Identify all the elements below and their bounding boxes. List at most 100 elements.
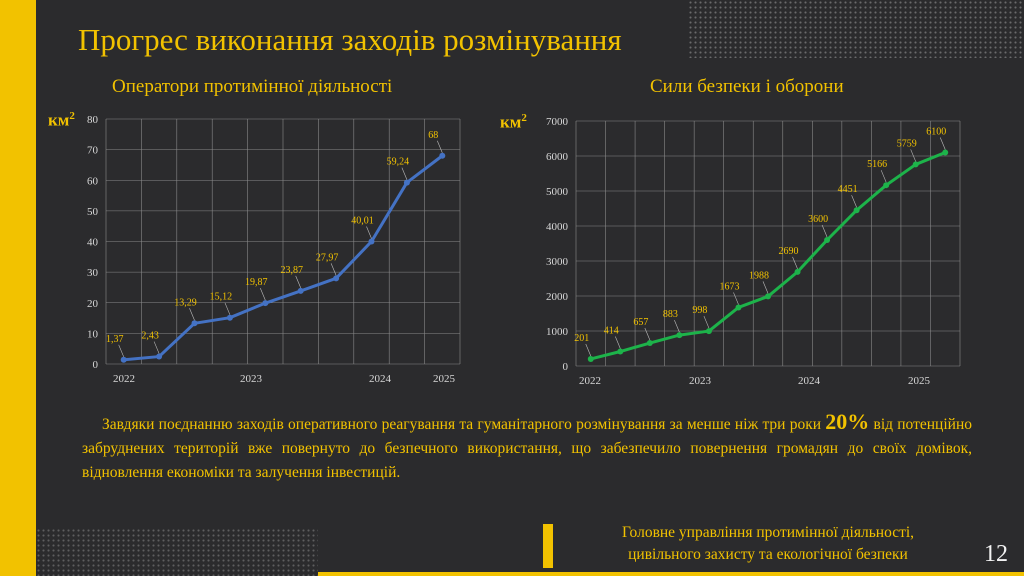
organization-line-1: Головне управління протимінної діяльност…	[621, 524, 915, 541]
data-label: 201	[574, 333, 589, 344]
y-tick-label: 0	[93, 359, 99, 371]
y-tick-label: 80	[87, 114, 99, 126]
y-tick-label: 70	[87, 145, 99, 157]
leader-line	[401, 167, 408, 180]
y-tick-label: 3000	[546, 256, 569, 268]
leader-line	[189, 308, 195, 321]
data-point	[853, 207, 860, 214]
data-label: 1988	[749, 270, 769, 281]
data-point	[912, 161, 919, 168]
data-label: 1,37	[106, 334, 124, 345]
data-point	[794, 268, 801, 275]
data-point	[226, 314, 233, 321]
chart-operators: 0 10 20 30 40 50 60 70 80 2022 2023 2024 2025 1,37 2,4…	[87, 114, 461, 385]
x-tick-label: 2022	[579, 375, 601, 387]
leader-line	[615, 336, 621, 349]
dot-pattern-top-right	[688, 0, 1024, 58]
data-label: 40,01	[351, 215, 374, 226]
data-label: 1673	[719, 281, 739, 292]
data-label: 883	[663, 309, 678, 320]
data-label: 5759	[897, 138, 917, 149]
y-tick-label: 1000	[546, 326, 569, 338]
data-label: 3600	[808, 214, 828, 225]
leader-line	[260, 288, 266, 301]
y-tick-label: 7000	[546, 116, 569, 128]
data-label: 5166	[867, 159, 887, 170]
leader-line	[437, 140, 443, 153]
bottom-accent-bar	[318, 572, 1024, 576]
y-tick-label: 2000	[546, 291, 569, 303]
leader-line	[910, 149, 916, 162]
y-tick-label: 50	[87, 206, 99, 218]
chart-1-unit: км2	[48, 110, 75, 130]
data-point	[333, 275, 340, 282]
dot-pattern-bottom-left	[36, 528, 318, 576]
y-tick-label: 40	[87, 237, 99, 249]
data-point	[942, 149, 949, 156]
x-tick-label: 2023	[240, 373, 263, 385]
data-point	[403, 179, 410, 186]
summary-paragraph: Завдяки поєднанню заходів оперативного р…	[82, 409, 972, 482]
leader-line	[674, 319, 680, 333]
organization-line-2: цивільного захисту та екологічної безпек…	[628, 546, 908, 563]
data-point	[735, 304, 742, 311]
x-tick-label: 2024	[798, 375, 821, 387]
x-tick-label: 2022	[113, 373, 135, 385]
chart-2-unit: км2	[500, 112, 527, 132]
data-point	[120, 356, 127, 363]
leader-line	[851, 195, 857, 208]
series-line	[123, 154, 444, 362]
x-tick-label: 2025	[433, 373, 456, 385]
data-label: 59,24	[387, 157, 410, 168]
data-label: 2,43	[141, 331, 159, 342]
leader-line	[703, 315, 710, 329]
y-tick-label: 30	[87, 267, 99, 279]
y-tick-label: 60	[87, 175, 99, 187]
y-tick-label: 0	[563, 361, 569, 373]
data-label: 27,97	[316, 252, 339, 263]
data-label: 998	[692, 305, 707, 316]
leader-line	[295, 275, 301, 289]
data-label: 68	[428, 130, 438, 141]
chart-1-title: Оператори протимінної діяльності	[112, 76, 393, 97]
leader-line	[939, 137, 946, 150]
data-label: 15,12	[210, 292, 233, 303]
data-label: 13,29	[174, 297, 197, 308]
data-point	[646, 340, 653, 347]
leader-line	[366, 226, 372, 239]
data-label: 657	[633, 317, 648, 328]
data-label: 414	[604, 326, 619, 337]
data-point	[617, 348, 624, 355]
y-tick-label: 6000	[546, 151, 569, 163]
leader-line	[153, 341, 160, 354]
organization-name: Головне управління протимінної діяльност…	[568, 522, 968, 566]
data-point	[676, 332, 683, 339]
leader-line	[118, 344, 124, 357]
data-label: 6100	[926, 127, 946, 138]
leader-line	[644, 327, 651, 341]
highlight-percent: 20%	[825, 409, 870, 434]
chart-2-title: Сили безпеки і оборони	[650, 76, 844, 97]
data-point	[297, 287, 304, 294]
y-tick-label: 4000	[546, 221, 569, 233]
x-tick-label: 2025	[908, 375, 931, 387]
data-point	[156, 353, 163, 360]
chart-security-forces: 0 1000 2000 3000 4000 5000 6000 7000 2022 2023 202…	[546, 116, 961, 387]
y-tick-label: 10	[87, 328, 99, 340]
leader-line	[224, 302, 231, 315]
data-point	[824, 237, 831, 243]
leader-line	[733, 292, 739, 305]
x-tick-label: 2023	[689, 375, 712, 387]
slide-background	[36, 0, 1024, 576]
leader-line	[585, 343, 592, 357]
data-point	[705, 328, 712, 335]
page-title: Прогрес виконання заходів розмінування	[78, 22, 622, 57]
data-label: 19,87	[245, 277, 267, 288]
data-point	[191, 320, 198, 327]
data-point	[765, 293, 771, 300]
leader-line	[762, 281, 769, 294]
y-tick-label: 5000	[546, 186, 569, 198]
x-tick-label: 2024	[369, 373, 392, 385]
data-point	[368, 238, 375, 245]
leader-line	[880, 170, 887, 183]
